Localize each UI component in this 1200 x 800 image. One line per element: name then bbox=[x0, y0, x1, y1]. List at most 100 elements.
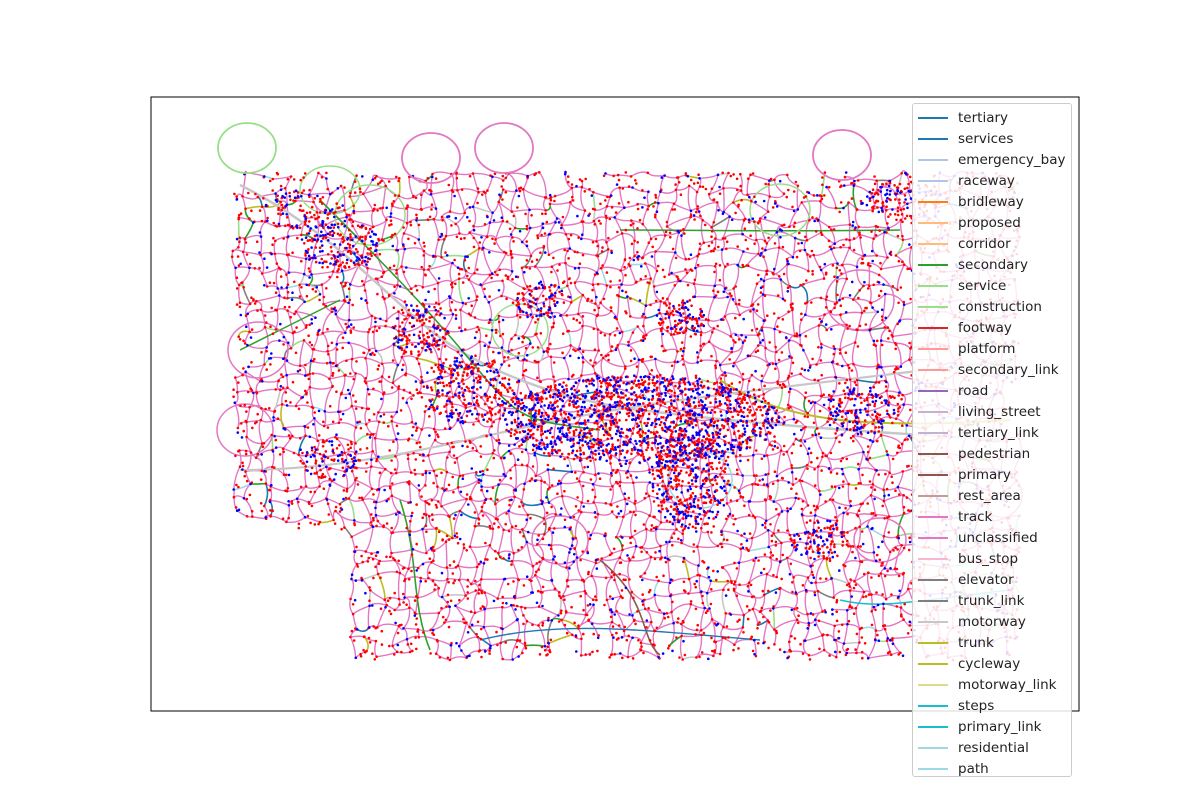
legend-item-steps: steps bbox=[913, 695, 1071, 716]
self-loop-edges-outside bbox=[217, 122, 872, 184]
legend-label: trunk bbox=[958, 634, 994, 651]
loop-edge bbox=[217, 122, 277, 174]
legend-line-swatch bbox=[918, 242, 948, 245]
legend-line-swatch bbox=[918, 515, 948, 518]
axes-frame bbox=[150, 96, 1080, 712]
legend-label: steps bbox=[958, 697, 995, 714]
legend-label: secondary bbox=[958, 256, 1028, 273]
legend-label: service bbox=[958, 277, 1007, 294]
legend-item-motorway: motorway bbox=[913, 611, 1071, 632]
legend-label: secondary_link bbox=[958, 361, 1059, 378]
road-network bbox=[216, 165, 1023, 662]
legend-label: emergency_bay bbox=[958, 151, 1066, 168]
legend-line-swatch bbox=[918, 221, 948, 224]
legend-item-secondary-link: secondary_link bbox=[913, 359, 1071, 380]
legend-label: bus_stop bbox=[958, 550, 1019, 567]
legend-item-emergency-bay: emergency_bay bbox=[913, 149, 1071, 170]
loop-edge bbox=[227, 321, 289, 379]
loop-edge bbox=[401, 132, 461, 184]
legend-line-swatch bbox=[918, 620, 948, 623]
legend-item-footway: footway bbox=[913, 317, 1071, 338]
legend-line-swatch bbox=[918, 725, 948, 728]
legend-line-swatch bbox=[918, 683, 948, 686]
legend-line-swatch bbox=[918, 452, 948, 455]
legend-label: elevator bbox=[958, 571, 1014, 588]
legend-item-services: services bbox=[913, 128, 1071, 149]
legend-item-corridor: corridor bbox=[913, 233, 1071, 254]
legend-label: tertiary bbox=[958, 109, 1009, 126]
legend-label: raceway bbox=[958, 172, 1015, 189]
legend-line-swatch bbox=[918, 767, 948, 770]
loop-edge bbox=[812, 129, 872, 181]
legend-label: primary bbox=[958, 466, 1011, 483]
legend-line-swatch bbox=[918, 305, 948, 308]
legend-label: tertiary_link bbox=[958, 424, 1039, 441]
legend-item-living-street: living_street bbox=[913, 401, 1071, 422]
legend-line-swatch bbox=[918, 326, 948, 329]
legend-line-swatch bbox=[918, 557, 948, 560]
legend-label: corridor bbox=[958, 235, 1011, 252]
edge-major-road bbox=[619, 229, 901, 232]
legend-label: platform bbox=[958, 340, 1016, 357]
legend-label: construction bbox=[958, 298, 1042, 315]
edge-major-road bbox=[239, 299, 341, 351]
legend-line-swatch bbox=[918, 704, 948, 707]
loop-edge bbox=[853, 517, 907, 563]
legend-label: proposed bbox=[958, 214, 1021, 231]
legend-line-swatch bbox=[918, 284, 948, 287]
loop-edge bbox=[334, 184, 406, 246]
legend-label: unclassified bbox=[958, 529, 1038, 546]
legend-item-raceway: raceway bbox=[913, 170, 1071, 191]
legend-item-service: service bbox=[913, 275, 1071, 296]
legend-item-elevator: elevator bbox=[913, 569, 1071, 590]
legend-line-swatch bbox=[918, 200, 948, 203]
network-edges bbox=[231, 170, 1023, 661]
legend-item-track: track bbox=[913, 506, 1071, 527]
legend-line-swatch bbox=[918, 389, 948, 392]
legend-line-swatch bbox=[918, 431, 948, 434]
legend-item-construction: construction bbox=[913, 296, 1071, 317]
legend-label: pedestrian bbox=[958, 445, 1031, 462]
legend-label: cycleway bbox=[958, 655, 1021, 672]
legend-item-cycleway: cycleway bbox=[913, 653, 1071, 674]
legend-line-swatch bbox=[918, 746, 948, 749]
legend-item-secondary: secondary bbox=[913, 254, 1071, 275]
legend-item-rest-area: rest_area bbox=[913, 485, 1071, 506]
legend-label: road bbox=[958, 382, 989, 399]
legend-label: motorway bbox=[958, 613, 1026, 630]
legend-item-trunk: trunk bbox=[913, 632, 1071, 653]
legend-line-swatch bbox=[918, 536, 948, 539]
legend-line-swatch bbox=[918, 641, 948, 644]
legend-item-road: road bbox=[913, 380, 1071, 401]
legend-item-unclassified: unclassified bbox=[913, 527, 1071, 548]
legend-line-swatch bbox=[918, 473, 948, 476]
legend-item-primary: primary bbox=[913, 464, 1071, 485]
legend-label: path bbox=[958, 760, 989, 777]
legend-label: motorway_link bbox=[958, 676, 1057, 693]
legend-item-primary-link: primary_link bbox=[913, 716, 1071, 737]
legend-item-bridleway: bridleway bbox=[913, 191, 1071, 212]
legend-line-swatch bbox=[918, 158, 948, 161]
legend-label: residential bbox=[958, 739, 1029, 756]
legend-item-platform: platform bbox=[913, 338, 1071, 359]
legend-item-tertiary: tertiary bbox=[913, 107, 1071, 128]
edge-major-road bbox=[239, 183, 1011, 442]
legend-label: bridleway bbox=[958, 193, 1024, 210]
legend-label: track bbox=[958, 508, 993, 525]
legend-line-swatch bbox=[918, 662, 948, 665]
legend-line-swatch bbox=[918, 116, 948, 119]
legend-item-bus-stop: bus_stop bbox=[913, 548, 1071, 569]
legend-line-swatch bbox=[918, 263, 948, 266]
legend-line-swatch bbox=[918, 578, 948, 581]
edge-major-road bbox=[479, 627, 761, 641]
legend-line-swatch bbox=[918, 494, 948, 497]
legend-line-swatch bbox=[918, 599, 948, 602]
legend-item-tertiary-link: tertiary_link bbox=[913, 422, 1071, 443]
legend-label: rest_area bbox=[958, 487, 1021, 504]
legend-item-proposed: proposed bbox=[913, 212, 1071, 233]
legend-line-swatch bbox=[918, 137, 948, 140]
legend-line-swatch bbox=[918, 368, 948, 371]
legend-item-motorway-link: motorway_link bbox=[913, 674, 1071, 695]
loop-edge bbox=[474, 122, 534, 174]
